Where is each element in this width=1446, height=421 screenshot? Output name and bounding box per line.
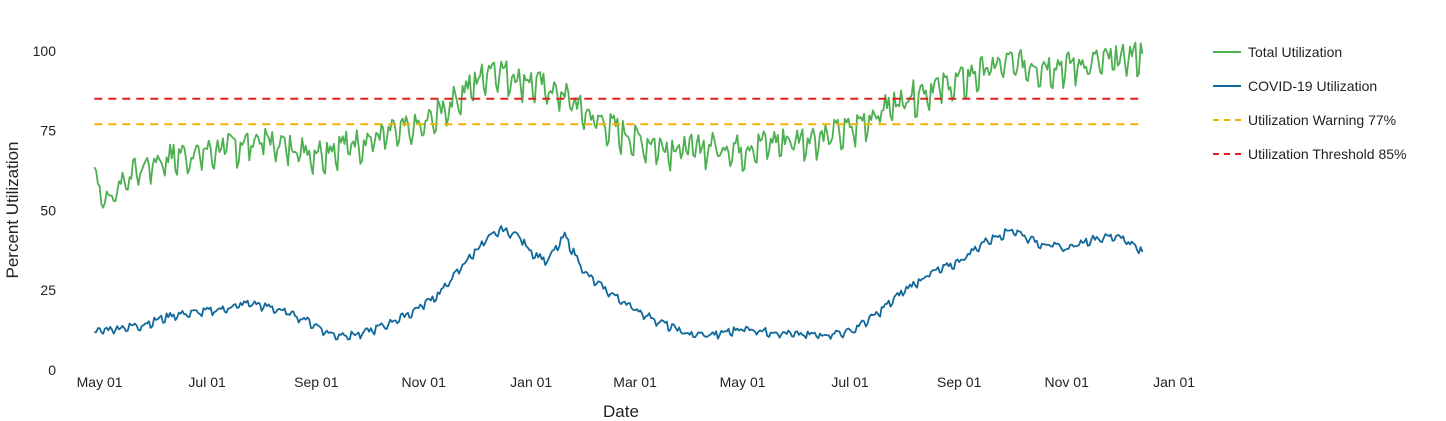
legend-label-covid-19-utilization: COVID-19 Utilization [1248, 78, 1377, 94]
series-line-total-utilization [93, 41, 1144, 209]
x-tick-label: Sep 01 [937, 374, 982, 390]
x-tick-label: Jul 01 [188, 374, 226, 390]
x-tick-label: Nov 01 [402, 374, 447, 390]
x-tick-label: Jan 01 [510, 374, 552, 390]
x-tick-label: Mar 01 [613, 374, 657, 390]
x-tick-label: Nov 01 [1045, 374, 1090, 390]
series-line-covid-19-utilization [94, 225, 1144, 341]
axis-ticks: 0 25 50 75 100 May 01 Jul 01 Sep 01 Nov 01 Jan 01… [33, 43, 1196, 390]
x-axis-title: Date [603, 402, 639, 421]
x-tick-label: Sep 01 [294, 374, 339, 390]
x-tick-label: Jan 01 [1153, 374, 1195, 390]
legend: Total Utilization COVID-19 Utilization Uti… [1213, 44, 1407, 162]
y-tick-label: 75 [40, 123, 56, 139]
y-axis-title: Percent Utilization [3, 141, 22, 278]
x-tick-label: May 01 [77, 374, 123, 390]
y-tick-label: 50 [40, 202, 56, 218]
x-tick-label: May 01 [720, 374, 766, 390]
y-tick-label: 0 [48, 362, 56, 378]
legend-label-total-utilization: Total Utilization [1248, 44, 1342, 60]
series-lines [93, 41, 1144, 341]
x-tick-label: Jul 01 [831, 374, 869, 390]
y-tick-label: 25 [40, 282, 56, 298]
legend-label-utilization-threshold-85: Utilization Threshold 85% [1248, 146, 1407, 162]
y-tick-label: 100 [33, 43, 57, 59]
legend-label-utilization-warning-77: Utilization Warning 77% [1248, 112, 1396, 128]
